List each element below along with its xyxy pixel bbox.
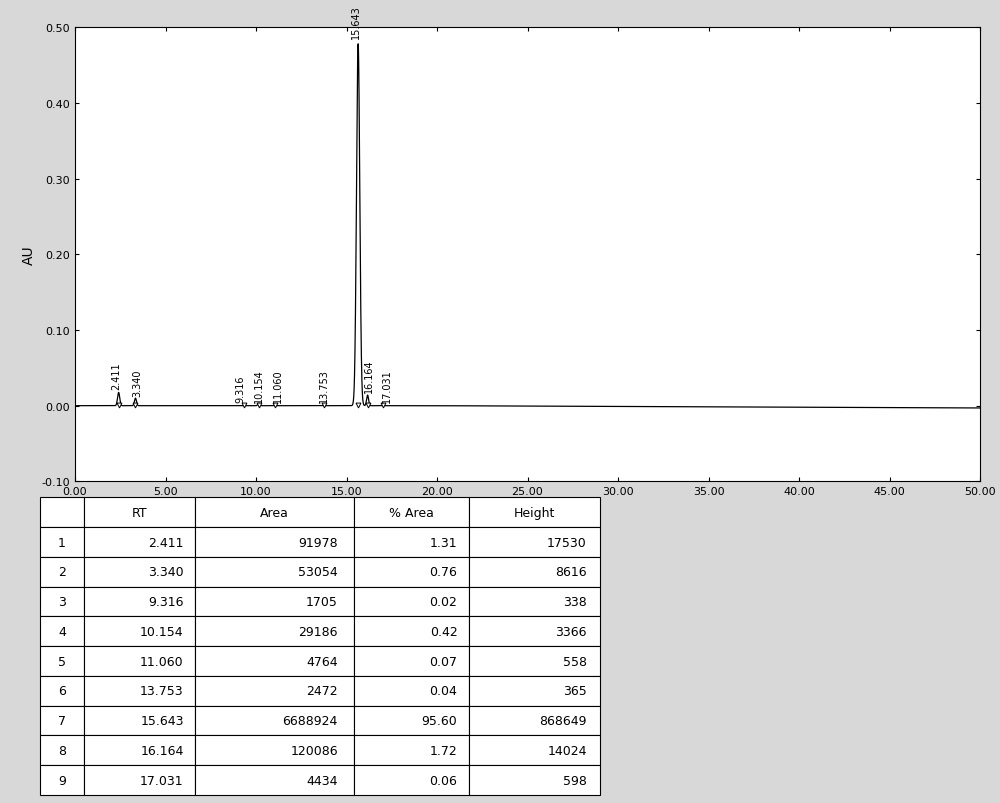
Text: 16.164: 16.164: [364, 359, 374, 393]
Text: 2.411: 2.411: [111, 362, 121, 389]
X-axis label: Minutes: Minutes: [500, 502, 555, 516]
Text: 9.316: 9.316: [235, 375, 245, 402]
Text: 11.060: 11.060: [273, 369, 283, 402]
Text: 3.340: 3.340: [132, 369, 142, 397]
Text: 17.031: 17.031: [382, 369, 392, 402]
Text: 15.643: 15.643: [351, 6, 361, 39]
Text: 10.154: 10.154: [254, 369, 264, 402]
Text: 13.753: 13.753: [319, 369, 329, 402]
Y-axis label: AU: AU: [22, 245, 36, 265]
